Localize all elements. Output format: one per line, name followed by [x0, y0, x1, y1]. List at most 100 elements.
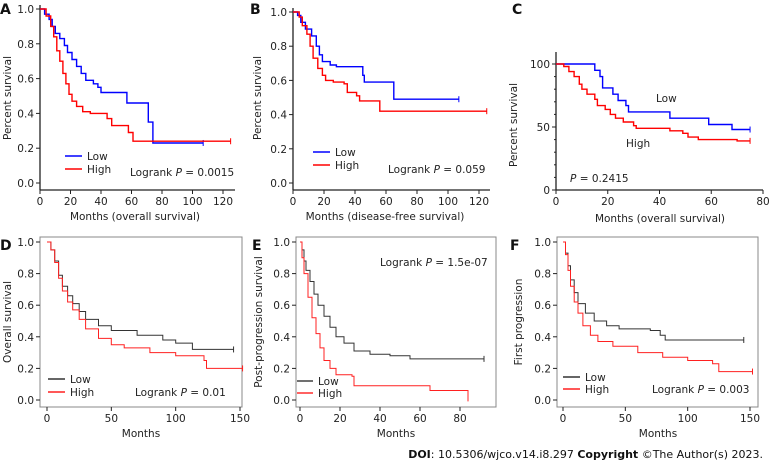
- logrank-label: Logrank: [388, 164, 431, 176]
- p-symbol: P: [426, 257, 433, 269]
- survival-curve-low: [300, 241, 484, 360]
- y-tick-label: 0.8: [270, 41, 287, 53]
- logrank-p-value: Logrank P = 0.01: [135, 387, 226, 399]
- x-tick-label: 60: [379, 196, 392, 208]
- plot-frame: [295, 236, 497, 408]
- kaplan-meier-panel-b: B 0.0 0.2 0.4 0.6 0.8 1.0 0 20 40 60 80 100 120 Months…: [250, 2, 490, 223]
- x-tick-label: 40: [348, 196, 361, 208]
- survival-curve-low: [556, 63, 751, 131]
- kaplan-meier-panel-e: E 0.0 0.2 0.4 0.6 0.8 1.0 0 20 40 60 80 Months Post-p…: [252, 236, 497, 440]
- survival-curve-high: [293, 11, 487, 112]
- y-tick-label: 0.0: [273, 395, 290, 407]
- y-tick-label: 0.8: [17, 39, 34, 51]
- panel-letter: C: [512, 2, 522, 18]
- y-tick-label: 0.6: [534, 300, 551, 312]
- y-tick-label: 0.2: [17, 363, 34, 375]
- doi-footer: DOI: 10.5306/wjco.v14.i8.297 Copyright ©…: [408, 448, 763, 461]
- legend-label-low: Low: [318, 376, 339, 388]
- x-axis-label: Months: [122, 428, 160, 440]
- p-symbol: P: [434, 164, 441, 176]
- y-tick-label: 0.0: [17, 178, 34, 190]
- y-tick-label: 0: [543, 185, 550, 197]
- survival-curve-high: [556, 63, 751, 142]
- legend-label-high: High: [70, 387, 94, 399]
- y-tick-label: 0.6: [273, 300, 290, 312]
- x-tick-label: 50: [619, 413, 632, 425]
- kaplan-meier-panel-c: C 0 50 100 0 20 40 60 80 Months (overall survival…: [508, 2, 770, 225]
- survival-curve-high: [40, 8, 231, 142]
- x-tick-label: 50: [105, 413, 118, 425]
- y-tick-label: 0.0: [270, 178, 287, 190]
- y-tick-label: 0.6: [17, 74, 34, 86]
- copyright-value: ©The Author(s) 2023.: [638, 448, 763, 461]
- y-tick-label: 0.6: [270, 75, 287, 87]
- x-tick-label: 120: [213, 196, 233, 208]
- y-tick-label: 1.0: [17, 237, 34, 249]
- p-value: = 0.0015: [185, 167, 234, 179]
- x-tick-label: 100: [182, 196, 202, 208]
- x-tick-label: 80: [453, 413, 466, 425]
- logrank-label: Logrank: [130, 167, 173, 179]
- y-tick-label: 0.4: [17, 332, 34, 344]
- p-symbol: P: [570, 173, 577, 185]
- p-value: = 0.003: [707, 384, 749, 396]
- x-tick-label: 0: [44, 413, 51, 425]
- x-tick-label: 0: [297, 413, 304, 425]
- x-tick-label: 20: [601, 196, 614, 208]
- y-tick-label: 1.0: [270, 7, 287, 19]
- y-tick-label: 0.4: [534, 332, 551, 344]
- x-tick-label: 20: [317, 196, 330, 208]
- y-tick-label: 0.4: [17, 108, 34, 120]
- x-tick-label: 80: [155, 196, 168, 208]
- x-tick-label: 100: [166, 413, 186, 425]
- x-tick-label: 40: [653, 196, 666, 208]
- y-tick-label: 0.2: [273, 363, 290, 375]
- x-axis-label: Months (overall survival): [595, 213, 725, 225]
- legend-label-low: Low: [70, 374, 91, 386]
- x-tick-label: 40: [373, 413, 386, 425]
- y-tick-label: 0.4: [270, 110, 287, 122]
- x-tick-label: 80: [410, 196, 423, 208]
- panel-letter: E: [252, 238, 262, 254]
- p-value: = 1.5e-07: [435, 257, 487, 269]
- x-tick-label: 60: [125, 196, 138, 208]
- panel-letter: F: [510, 238, 520, 254]
- x-tick-label: 100: [678, 413, 698, 425]
- y-axis-label: Percent survival: [508, 83, 520, 167]
- p-symbol: P: [176, 167, 183, 179]
- y-tick-label: 0.2: [17, 143, 34, 155]
- logrank-p-value: Logrank P = 1.5e-07: [380, 257, 488, 269]
- logrank-label: Logrank: [380, 257, 423, 269]
- x-tick-label: 60: [413, 413, 426, 425]
- x-axis-label: Months: [639, 428, 677, 440]
- logrank-p-value: P = 0.2415: [570, 173, 629, 185]
- copyright-label: Copyright: [577, 448, 639, 461]
- survival-curve-high: [300, 241, 469, 399]
- p-value: = 0.2415: [580, 173, 629, 185]
- kaplan-meier-panel-d: D 0.0 0.2 0.4 0.6 0.8 1.0 0 50 100 150 Months Overal…: [0, 236, 250, 440]
- y-tick-label: 1.0: [273, 237, 290, 249]
- logrank-p-value: Logrank P = 0.059: [388, 164, 485, 176]
- y-tick-label: 50: [537, 122, 550, 134]
- x-tick-label: 100: [438, 196, 458, 208]
- p-value: = 0.059: [443, 164, 485, 176]
- x-tick-label: 120: [469, 196, 489, 208]
- plot-frame: [39, 236, 243, 408]
- logrank-p-value: Logrank P = 0.0015: [130, 167, 234, 179]
- p-symbol: P: [698, 384, 705, 396]
- logrank-p-value: Logrank P = 0.003: [652, 384, 749, 396]
- x-tick-label: 0: [37, 196, 44, 208]
- p-symbol: P: [181, 387, 188, 399]
- x-axis-label: Months (overall survival): [70, 211, 200, 223]
- logrank-label: Logrank: [652, 384, 695, 396]
- doi-value: : 10.5306/wjco.v14.i8.297: [430, 448, 578, 461]
- y-tick-label: 100: [530, 59, 550, 71]
- x-tick-label: 0: [553, 196, 560, 208]
- y-tick-label: 0.2: [270, 144, 287, 156]
- survival-curve-low: [293, 11, 459, 100]
- y-axis-label: Post-progression survival: [253, 256, 265, 388]
- x-axis-label: Months: [377, 428, 415, 440]
- panel-letter: A: [0, 2, 11, 18]
- x-tick-label: 0: [290, 196, 297, 208]
